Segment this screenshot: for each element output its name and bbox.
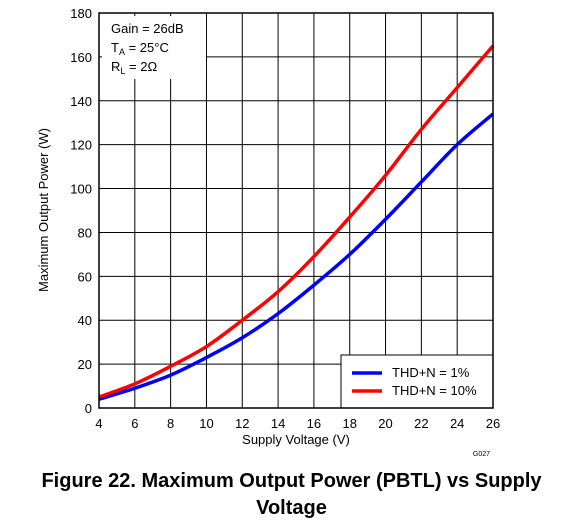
legend-label-1pct: THD+N = 1% bbox=[392, 365, 470, 380]
x-tick-label: 10 bbox=[199, 416, 213, 431]
caption-line-2: Voltage bbox=[256, 497, 327, 519]
x-tick-label: 22 bbox=[414, 416, 428, 431]
y-tick-label: 180 bbox=[70, 6, 92, 21]
x-tick-label: 8 bbox=[167, 416, 174, 431]
figure-caption: Figure 22. Maximum Output Power (PBTL) v… bbox=[0, 468, 583, 522]
annotation-box bbox=[102, 16, 206, 79]
y-tick-label: 160 bbox=[70, 50, 92, 65]
y-tick-label: 40 bbox=[78, 313, 92, 328]
y-tick-label: 120 bbox=[70, 138, 92, 153]
x-tick-label: 26 bbox=[486, 416, 500, 431]
x-axis-label: Supply Voltage (V) bbox=[242, 432, 350, 447]
y-axis-label: Maximum Output Power (W) bbox=[36, 128, 51, 292]
legend-box bbox=[340, 354, 494, 409]
y-tick-label: 60 bbox=[78, 269, 92, 284]
y-tick-labels: 0 20 40 60 80 100 120 140 160 180 bbox=[70, 6, 92, 416]
x-tick-label: 24 bbox=[450, 416, 464, 431]
series-lines bbox=[98, 44, 495, 401]
annotation-load: RL = 2Ω bbox=[111, 59, 157, 76]
x-tick-label: 4 bbox=[95, 416, 102, 431]
series-line-10pct bbox=[98, 44, 495, 399]
caption-line-1: Figure 22. Maximum Output Power (PBTL) v… bbox=[41, 470, 542, 492]
chart: 0 20 40 60 80 100 120 140 160 180 4 6 8 10 12 14 16 18 20… bbox=[36, 6, 500, 458]
y-tick-label: 20 bbox=[78, 357, 92, 372]
x-tick-label: 16 bbox=[307, 416, 321, 431]
y-tick-label: 0 bbox=[85, 401, 92, 416]
y-tick-label: 100 bbox=[70, 182, 92, 197]
x-tick-label: 18 bbox=[342, 416, 356, 431]
plot-frame bbox=[98, 12, 494, 409]
x-tick-label: 6 bbox=[131, 416, 138, 431]
annotation-gain: Gain = 26dB bbox=[111, 21, 184, 36]
x-tick-label: 20 bbox=[378, 416, 392, 431]
y-tick-label: 80 bbox=[78, 225, 92, 240]
annotation-temperature: TA = 25°C bbox=[111, 40, 169, 57]
series-line-1pct bbox=[98, 112, 495, 401]
legend-label-10pct: THD+N = 10% bbox=[392, 383, 477, 398]
x-tick-label: 12 bbox=[235, 416, 249, 431]
code-label: G027 bbox=[473, 451, 490, 458]
x-tick-labels: 4 6 8 10 12 14 16 18 20 22 24 26 bbox=[95, 416, 500, 431]
x-tick-label: 14 bbox=[271, 416, 285, 431]
y-tick-label: 140 bbox=[70, 94, 92, 109]
